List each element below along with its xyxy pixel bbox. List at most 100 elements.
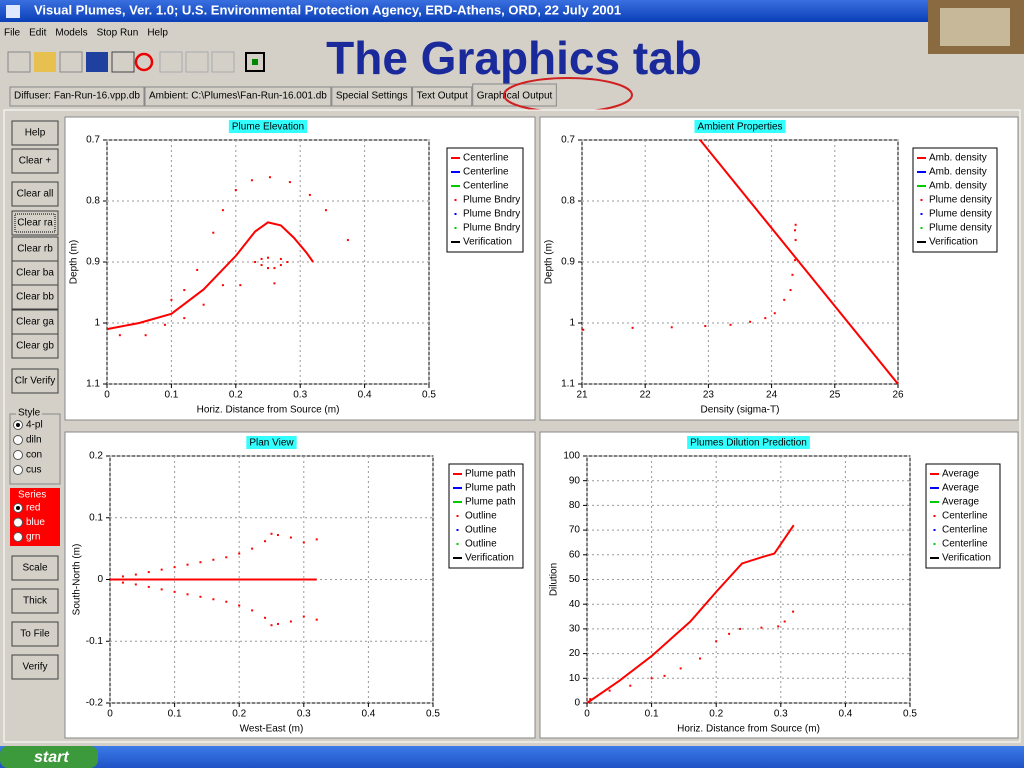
tab[interactable] xyxy=(144,86,332,107)
data-point xyxy=(163,323,166,326)
button[interactable] xyxy=(11,148,59,174)
radio-label[interactable]: 4-pl xyxy=(26,420,43,431)
menu-item[interactable]: Help xyxy=(147,28,168,39)
button-label[interactable]: Clr Verify xyxy=(15,376,56,387)
button[interactable] xyxy=(11,236,59,262)
legend xyxy=(446,147,524,253)
data-point xyxy=(276,534,279,537)
tool-open2[interactable] xyxy=(59,51,83,73)
button-label[interactable]: Clear ga xyxy=(16,317,54,328)
button[interactable] xyxy=(11,181,59,207)
data-point xyxy=(118,334,121,337)
radio[interactable] xyxy=(13,435,23,445)
legend xyxy=(912,147,998,253)
tab[interactable] xyxy=(9,86,145,107)
radio[interactable] xyxy=(13,517,23,528)
button[interactable] xyxy=(11,654,59,680)
button-label[interactable]: Clear ra xyxy=(17,218,53,229)
legend-label: Centerline xyxy=(942,539,988,550)
button[interactable] xyxy=(11,260,59,286)
tab-label[interactable]: Ambient: C:\Plumes\Fan-Run-16.001.db xyxy=(149,91,327,102)
tool-new[interactable] xyxy=(7,51,31,73)
data-point xyxy=(267,256,269,259)
menu-item[interactable]: File xyxy=(4,28,21,39)
button[interactable] xyxy=(11,555,59,581)
menu-item[interactable]: Edit xyxy=(29,28,46,39)
data-point xyxy=(764,317,767,320)
button[interactable] xyxy=(11,588,59,614)
radio-label[interactable]: cus xyxy=(26,465,42,476)
button-label[interactable]: Help xyxy=(25,128,46,139)
plot-area xyxy=(581,139,899,385)
y-tick-label: 0.8 xyxy=(561,196,575,207)
tool-copy[interactable] xyxy=(185,51,209,73)
tool-paste[interactable] xyxy=(211,51,235,73)
legend-label: Centerline xyxy=(942,525,988,536)
tab[interactable] xyxy=(412,86,473,107)
tab-label[interactable]: Graphical Output xyxy=(477,91,553,102)
button-label[interactable]: Verify xyxy=(22,662,47,673)
button-label[interactable]: Clear all xyxy=(17,189,54,200)
legend-label: Plume Bndry xyxy=(463,223,520,234)
button[interactable] xyxy=(11,333,59,359)
button-label[interactable]: Thick xyxy=(23,596,48,607)
legend-label: Verification xyxy=(929,237,978,248)
x-tick-label: 0.4 xyxy=(358,390,372,401)
tool-cut[interactable] xyxy=(159,51,183,73)
radio[interactable] xyxy=(13,465,23,475)
radio-label[interactable]: red xyxy=(26,503,40,514)
radio[interactable] xyxy=(13,450,23,460)
button-label[interactable]: Clear + xyxy=(19,156,52,167)
tool-save[interactable] xyxy=(86,52,108,72)
y-axis-label: Dilution xyxy=(549,563,560,596)
data-point xyxy=(202,303,205,306)
x-tick-label: 0.2 xyxy=(229,390,243,401)
tab[interactable] xyxy=(331,86,413,107)
radio[interactable] xyxy=(13,532,23,542)
button[interactable] xyxy=(11,210,59,236)
tab-label[interactable]: Text Output xyxy=(417,91,468,102)
button[interactable] xyxy=(11,368,59,394)
x-tick-label: 21 xyxy=(576,390,588,401)
button-label[interactable]: Scale xyxy=(22,563,47,574)
button-label[interactable]: Clear gb xyxy=(16,341,54,352)
button-label[interactable]: Clear rb xyxy=(17,244,53,255)
x-tick-label: 0.1 xyxy=(168,709,182,720)
data-point xyxy=(212,558,215,561)
radio-label[interactable]: grn xyxy=(26,532,40,543)
button[interactable] xyxy=(11,284,59,310)
menu-item[interactable]: Models xyxy=(55,28,87,39)
x-tick-label: 0.4 xyxy=(838,709,852,720)
tool-stop[interactable] xyxy=(134,52,154,72)
button[interactable] xyxy=(11,621,59,647)
data-point xyxy=(134,573,137,576)
chart: 0 10 20 30 40 50 60 70 80 90 100 0 0.1 0.2 0.3 0.4 0.5 Ho… xyxy=(539,431,1019,739)
button[interactable] xyxy=(11,120,59,146)
data-point xyxy=(302,615,305,618)
data-point xyxy=(729,323,732,326)
data-point xyxy=(264,540,267,543)
tab[interactable] xyxy=(472,83,557,107)
tool-print[interactable] xyxy=(111,51,135,73)
start-button[interactable] xyxy=(0,746,98,768)
button-label[interactable]: Clear ba xyxy=(16,268,54,279)
tool-graph-inner xyxy=(252,59,258,65)
data-point xyxy=(250,179,253,182)
data-point xyxy=(260,257,263,260)
data-point xyxy=(589,698,592,701)
radio-label[interactable]: con xyxy=(26,450,42,461)
tab-label[interactable]: Special Settings xyxy=(336,91,408,102)
button-label[interactable]: Clear bb xyxy=(16,292,54,303)
data-point xyxy=(749,320,752,323)
chart: -0.2 -0.1 0 0.1 0.2 0 0.1 0.2 0.3 0.4 0.5 West-East… xyxy=(64,431,536,739)
radio-label[interactable]: blue xyxy=(26,517,45,528)
data-point xyxy=(134,583,137,586)
button-label[interactable]: To File xyxy=(20,629,50,640)
menu-item[interactable]: Stop Run xyxy=(97,28,139,39)
radio-label[interactable]: diln xyxy=(26,435,42,446)
legend-label: Plume path xyxy=(465,497,516,508)
tab-label[interactable]: Diffuser: Fan-Run-16.vpp.db xyxy=(14,91,140,102)
tool-open[interactable] xyxy=(34,52,56,72)
y-tick-label: 0.7 xyxy=(561,135,575,146)
y-tick-label: 0 xyxy=(574,698,580,709)
